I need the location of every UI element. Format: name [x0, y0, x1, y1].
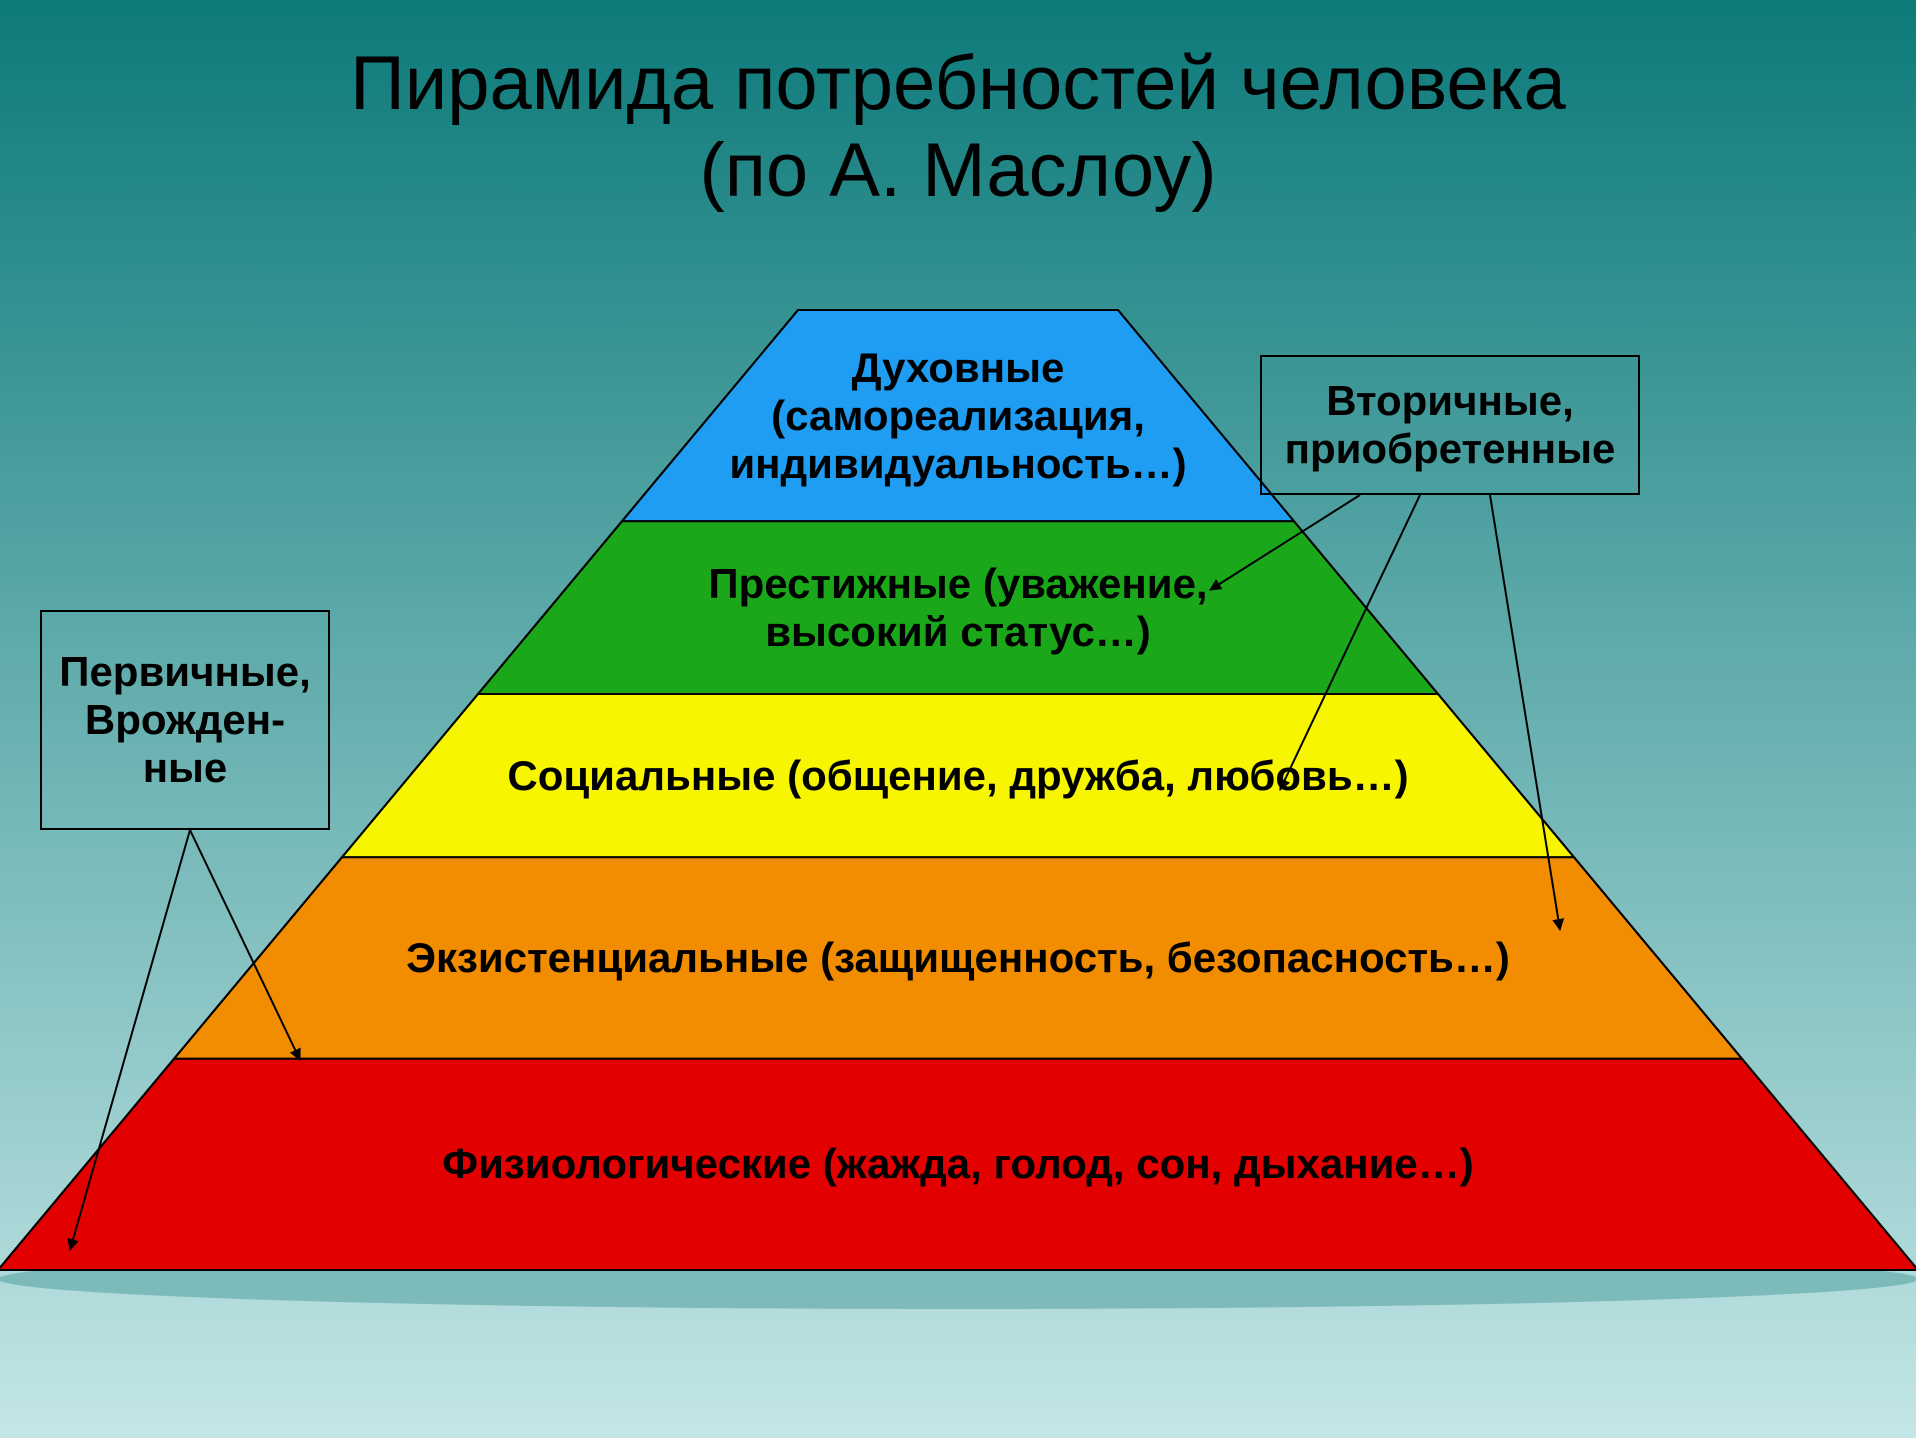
page-title: Пирамида потребностей человека (по А. Ма… — [0, 40, 1916, 215]
stage: Пирамида потребностей человека (по А. Ма… — [0, 0, 1916, 1438]
level-4-prestige-label: Престижные (уважение, высокий статус…) — [488, 560, 1428, 656]
level-3-social-label: Социальные (общение, дружба, любовь…) — [352, 752, 1564, 800]
callout-secondary: Вторичные, приобретенные — [1260, 355, 1640, 495]
callout-primary-text: Первичные, Врожден- ные — [59, 648, 311, 793]
level-5-spiritual-label: Духовные (самореализация, индивидуальнос… — [632, 344, 1284, 488]
level-1-physiological-label: Физиологические (жажда, голод, сон, дыха… — [108, 1140, 1808, 1188]
level-2-existential-label: Экзистенциальные (защищенность, безопасн… — [184, 934, 1732, 982]
callout-secondary-text: Вторичные, приобретенные — [1285, 377, 1616, 474]
arrow-4 — [1490, 495, 1560, 930]
callout-primary: Первичные, Врожден- ные — [40, 610, 330, 830]
